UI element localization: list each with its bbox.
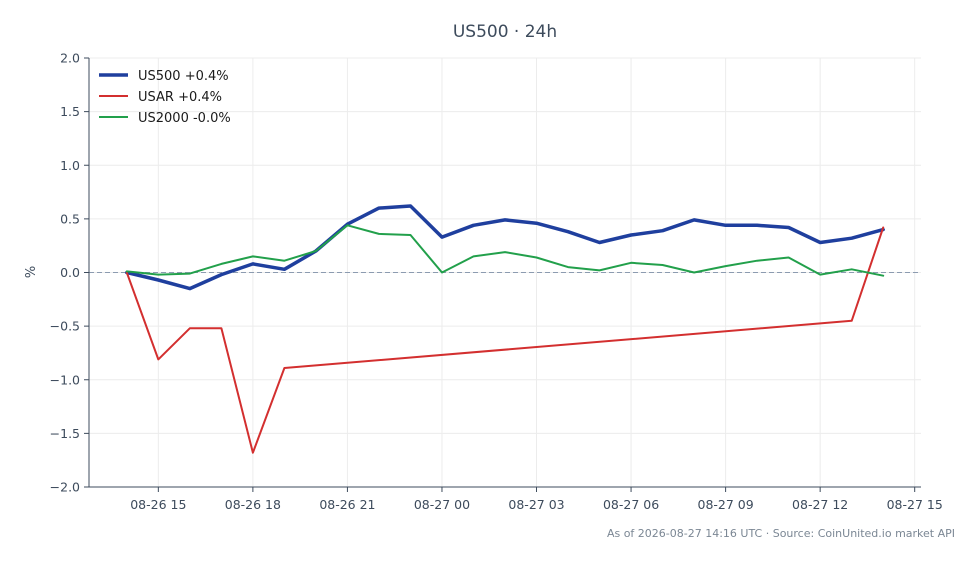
y-tick-label: −1.5 (50, 426, 80, 441)
x-tick-label: 08-26 21 (319, 497, 375, 512)
legend-label-1: USAR +0.4% (138, 90, 222, 105)
y-tick-label: 1.0 (60, 158, 80, 173)
chart-title: US500 · 24h (453, 22, 557, 42)
x-tick-label: 08-27 06 (603, 497, 659, 512)
x-tick-label: 08-26 18 (225, 497, 281, 512)
y-tick-label: −2.0 (50, 480, 80, 495)
y-axis-label: % (24, 266, 39, 278)
y-tick-label: 2.0 (60, 51, 80, 66)
x-tick-label: 08-27 09 (698, 497, 754, 512)
y-axis-ticks: 2.0 1.5 1.0 0.5 0.0 −0.5 −1.0 −1.5 −2.0 (50, 51, 89, 495)
y-tick-label: 0.0 (60, 265, 80, 280)
x-axis-ticks: 08-26 15 08-26 18 08-26 21 08-27 00 08-27 03… (130, 487, 943, 512)
x-tick-label: 08-27 15 (887, 497, 943, 512)
x-tick-label: 08-27 03 (508, 497, 564, 512)
legend-label-2: US2000 -0.0% (138, 111, 231, 126)
x-tick-label: 08-27 00 (414, 497, 470, 512)
y-tick-label: 1.5 (60, 104, 80, 119)
series-line-0 (125, 204, 885, 291)
source-note: As of 2026-08-27 14:16 UTC · Source: Coi… (607, 527, 955, 540)
x-tick-label: 08-26 15 (130, 497, 186, 512)
y-tick-label: −0.5 (50, 319, 80, 334)
legend-label-0: US500 +0.4% (138, 69, 229, 84)
series-line-1 (125, 226, 885, 454)
series-line-2 (125, 224, 885, 277)
y-tick-label: −1.0 (50, 372, 80, 387)
x-tick-label: 08-27 12 (792, 497, 848, 512)
series-layer (125, 204, 885, 454)
legend: US500 +0.4% USAR +0.4% US2000 -0.0% (99, 69, 231, 126)
y-tick-label: 0.5 (60, 211, 80, 226)
